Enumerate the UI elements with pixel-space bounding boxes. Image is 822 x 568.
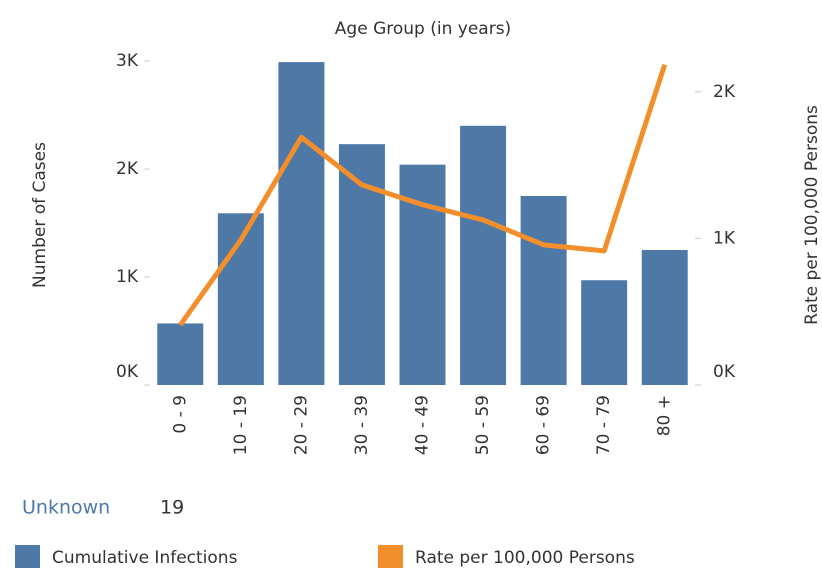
y-axis-label: Number of Cases [30, 142, 50, 288]
x-tick-label: 40 - 49 [413, 395, 433, 455]
y-tick-label: 1K [116, 267, 139, 287]
legend-label: Cumulative Infections [52, 548, 238, 568]
y-tick-label: 2K [116, 159, 139, 179]
y-tick-label: 3K [116, 51, 139, 71]
x-tick-label: 30 - 39 [352, 395, 372, 455]
x-tick-label: 60 - 69 [534, 395, 554, 455]
x-tick-label: 50 - 59 [473, 395, 493, 455]
y2-axis-label: Rate per 100,000 Persons [802, 105, 822, 325]
legend-swatch [15, 545, 40, 568]
bar [520, 196, 567, 385]
bar [157, 323, 204, 385]
bar [278, 62, 325, 386]
x-tick-label: 0 - 9 [170, 395, 190, 434]
bar [460, 125, 507, 386]
legend-swatch [378, 545, 403, 568]
bar [338, 144, 385, 385]
unknown-value: 19 [160, 497, 184, 519]
x-tick-label: 80 + [655, 395, 675, 436]
legend-label: Rate per 100,000 Persons [415, 548, 635, 568]
y2-tick-label: 2K [713, 82, 736, 102]
line [178, 63, 668, 327]
y2-tick-label: 1K [713, 228, 736, 248]
unknown-label: Unknown [22, 497, 110, 519]
y2-tick-label: 0K [713, 362, 736, 382]
y-tick-label: 0K [116, 362, 139, 382]
bar [641, 250, 688, 385]
x-tick-label: 70 - 79 [594, 395, 614, 455]
x-tick-label: 10 - 19 [231, 395, 251, 455]
bar [581, 280, 628, 385]
x-tick-label: 20 - 29 [291, 395, 311, 455]
chart-title: Age Group (in years) [335, 19, 511, 39]
